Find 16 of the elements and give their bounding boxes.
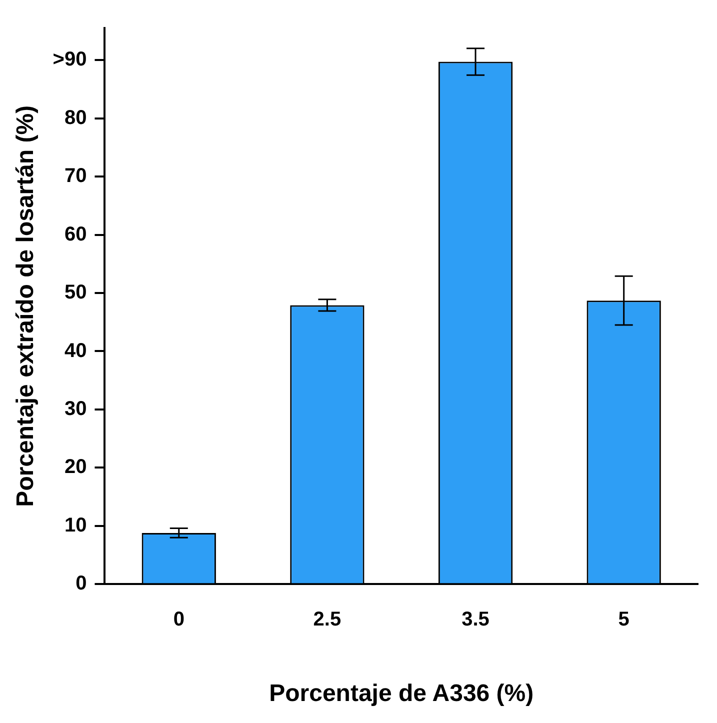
y-tick-label: 30 — [64, 398, 87, 420]
x-tick-label: 3.5 — [462, 608, 490, 631]
y-axis-title: Porcentaje extraído de losartán (%) — [12, 105, 40, 507]
y-tick-label: 40 — [64, 340, 87, 362]
x-tick-label: 5 — [618, 608, 630, 631]
y-tick-label: 80 — [64, 106, 87, 129]
x-tick-label: 0 — [173, 608, 184, 631]
y-tick-label: 60 — [64, 223, 87, 246]
y-tick-label: 70 — [64, 165, 87, 188]
x-tick-label: 2.5 — [313, 608, 342, 631]
y-tick-label: 10 — [64, 514, 87, 536]
y-tick-label: 20 — [64, 456, 87, 478]
y-tick-label: >90 — [52, 48, 87, 71]
y-tick-label: 0 — [76, 572, 87, 595]
y-tick-label: 50 — [64, 282, 87, 304]
x-axis-title: Porcentaje de A336 (%) — [269, 680, 534, 708]
